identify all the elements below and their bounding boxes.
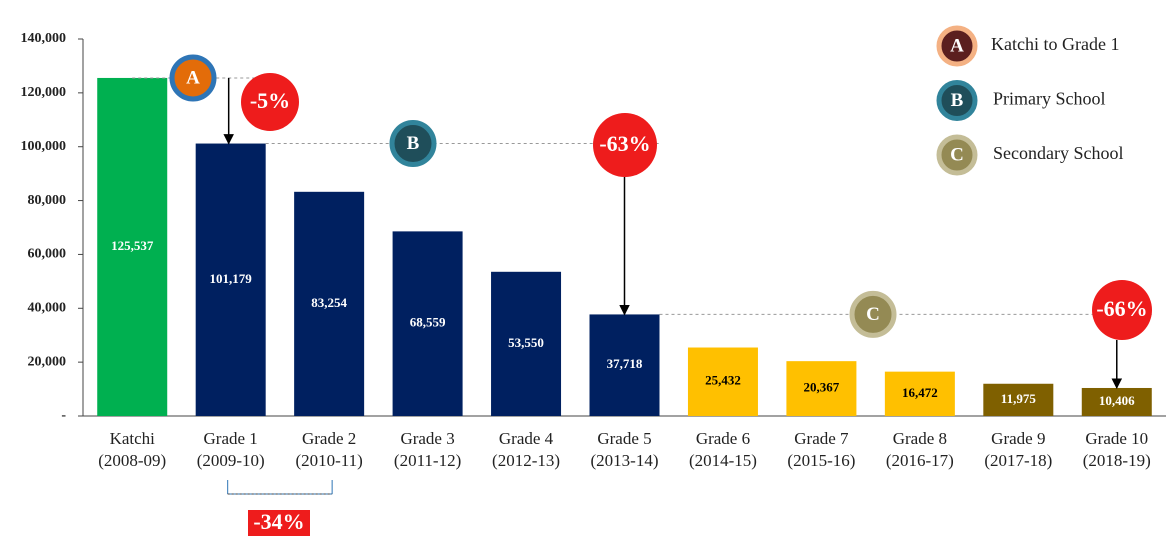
stage-letter: B <box>407 133 420 154</box>
y-tick-label: 80,000 <box>28 193 67 208</box>
x-tick-label: Grade 5 <box>597 429 651 448</box>
legend-marker <box>936 80 978 121</box>
bar <box>884 371 955 416</box>
value-label: 11,975 <box>1001 391 1037 406</box>
legend-label: Katchi to Grade 1 <box>991 34 1119 54</box>
legend-label: Primary School <box>993 89 1106 109</box>
value-label: 83,254 <box>311 295 347 310</box>
x-tick-label: (2013-14) <box>591 451 659 470</box>
change-label: -5% <box>250 88 290 113</box>
value-label: 37,718 <box>607 356 643 371</box>
x-tick-label: (2008-09) <box>98 451 166 470</box>
x-tick-label: Katchi <box>110 429 156 448</box>
bar <box>97 77 168 417</box>
x-tick-label: (2018-19) <box>1083 451 1151 470</box>
legend-label: Secondary School <box>993 143 1123 163</box>
bar <box>687 347 758 416</box>
x-tick-label: (2009-10) <box>197 451 265 470</box>
x-tick-label: Grade 3 <box>400 429 454 448</box>
bracket-badge <box>248 510 310 536</box>
x-tick-label: Grade 2 <box>302 429 356 448</box>
x-tick-label: Grade 10 <box>1085 429 1148 448</box>
bar <box>1081 387 1152 416</box>
x-tick-label: Grade 7 <box>794 429 849 448</box>
change-badge <box>241 73 299 131</box>
bar <box>294 191 365 416</box>
value-label: 68,559 <box>410 315 446 330</box>
y-tick-label: 140,000 <box>21 31 67 46</box>
change-badge <box>593 113 657 177</box>
y-tick-label: 60,000 <box>28 247 67 262</box>
change-badge <box>1092 280 1152 340</box>
stage-letter: C <box>866 304 880 325</box>
bracket-label: -34% <box>253 509 304 534</box>
bracket <box>227 480 333 495</box>
bar <box>983 383 1054 416</box>
change-label: -63% <box>599 131 650 156</box>
value-label: 10,406 <box>1099 393 1135 408</box>
x-tick-label: (2017-18) <box>984 451 1052 470</box>
stage-marker <box>849 290 897 338</box>
bar <box>392 231 463 416</box>
x-tick-label: Grade 4 <box>499 429 554 448</box>
legend-marker <box>936 25 978 67</box>
legend-marker <box>936 134 978 176</box>
x-tick-label: Grade 6 <box>696 429 750 448</box>
stage-letter: A <box>186 67 200 88</box>
value-label: 25,432 <box>705 373 741 388</box>
x-tick-label: (2014-15) <box>689 451 757 470</box>
bar <box>786 361 857 416</box>
y-tick-label: 120,000 <box>21 85 67 100</box>
value-label: 16,472 <box>902 385 938 400</box>
value-label: 125,537 <box>111 238 154 253</box>
y-tick-label: - <box>61 408 66 423</box>
value-label: 101,179 <box>210 271 253 286</box>
x-tick-label: Grade 1 <box>204 429 258 448</box>
x-tick-label: (2011-12) <box>394 451 461 470</box>
bar <box>195 143 266 416</box>
change-label: -66% <box>1096 296 1147 321</box>
bar <box>589 314 660 416</box>
x-tick-label: (2015-16) <box>787 451 855 470</box>
legend-letter: C <box>950 144 964 165</box>
x-tick-label: Grade 9 <box>991 429 1045 448</box>
legend-letter: B <box>951 90 964 111</box>
value-label: 20,367 <box>804 380 840 395</box>
legend-letter: A <box>950 35 964 56</box>
x-tick-label: (2016-17) <box>886 451 954 470</box>
y-tick-label: 40,000 <box>28 301 67 316</box>
bar <box>491 271 562 416</box>
value-label: 53,550 <box>508 335 544 350</box>
stage-marker <box>389 120 437 168</box>
x-tick-label: Grade 8 <box>893 429 947 448</box>
y-tick-label: 100,000 <box>21 139 67 154</box>
stage-marker <box>169 54 217 102</box>
x-tick-label: (2010-11) <box>295 451 362 470</box>
y-tick-label: 20,000 <box>28 354 67 369</box>
x-tick-label: (2012-13) <box>492 451 560 470</box>
